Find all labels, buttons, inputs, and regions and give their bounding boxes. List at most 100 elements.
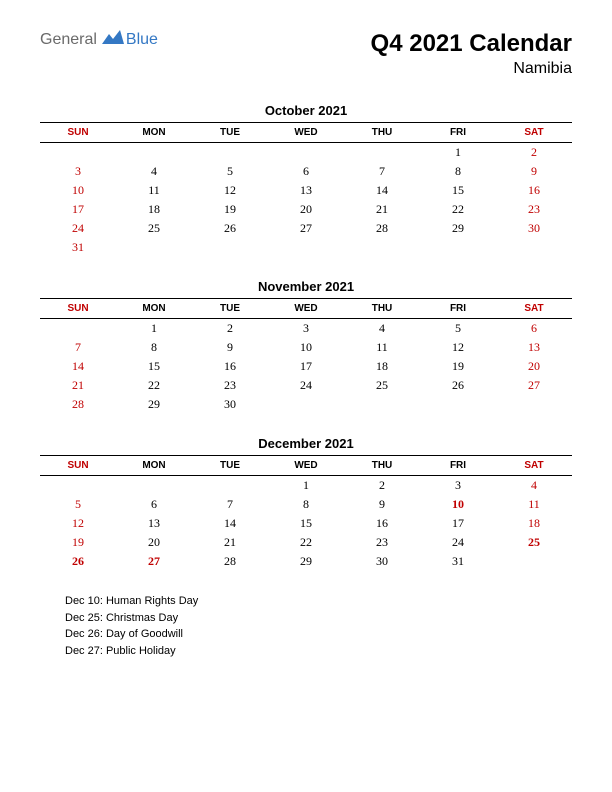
calendar-row: 21222324252627: [40, 376, 572, 395]
calendar-cell: 24: [420, 533, 496, 552]
calendar-table: SUNMONTUEWEDTHUFRISAT1234567891011121314…: [40, 298, 572, 414]
calendar-table: SUNMONTUEWEDTHUFRISAT1234567891011121314…: [40, 455, 572, 571]
calendar-cell: 25: [116, 219, 192, 238]
calendar-cell: 28: [344, 219, 420, 238]
calendar-cell: 18: [496, 514, 572, 533]
calendar-row: 123456: [40, 319, 572, 339]
calendar-cell: 25: [344, 376, 420, 395]
calendar-cell: 5: [192, 162, 268, 181]
calendar-cell: 11: [344, 338, 420, 357]
day-header: WED: [268, 456, 344, 476]
calendar-cell: 12: [192, 181, 268, 200]
calendar-cell: 4: [344, 319, 420, 339]
calendar-cell: 27: [496, 376, 572, 395]
calendar-cell: 15: [116, 357, 192, 376]
calendar-row: 14151617181920: [40, 357, 572, 376]
calendar-cell: 19: [420, 357, 496, 376]
calendar-cell: 2: [344, 476, 420, 496]
calendar-cell: 8: [420, 162, 496, 181]
calendar-cell: 27: [116, 552, 192, 571]
calendar-cell: 22: [116, 376, 192, 395]
calendar-cell: 2: [496, 143, 572, 163]
calendar-cell: 16: [496, 181, 572, 200]
day-header: THU: [344, 299, 420, 319]
calendar-cell: 31: [40, 238, 116, 257]
month-title: November 2021: [40, 279, 572, 294]
calendar-cell: 11: [116, 181, 192, 200]
calendar-row: 282930: [40, 395, 572, 414]
calendar-cell: [420, 238, 496, 257]
calendar-cell: 9: [192, 338, 268, 357]
calendar-cell: 1: [116, 319, 192, 339]
calendar-row: 17181920212223: [40, 200, 572, 219]
calendar-cell: 5: [420, 319, 496, 339]
day-header: FRI: [420, 299, 496, 319]
calendar-cell: [268, 143, 344, 163]
months-container: October 2021SUNMONTUEWEDTHUFRISAT1234567…: [40, 103, 572, 571]
calendar-cell: 13: [116, 514, 192, 533]
calendar-row: 567891011: [40, 495, 572, 514]
calendar-cell: 24: [40, 219, 116, 238]
calendar-cell: [116, 238, 192, 257]
header: General Blue Q4 2021 Calendar Namibia: [40, 30, 572, 78]
holiday-item: Dec 27: Public Holiday: [65, 643, 572, 660]
calendar-cell: 6: [116, 495, 192, 514]
calendar-row: 78910111213: [40, 338, 572, 357]
logo: General Blue: [40, 30, 158, 49]
logo-text-blue: Blue: [126, 31, 158, 49]
calendar-cell: 18: [116, 200, 192, 219]
calendar-cell: 20: [116, 533, 192, 552]
day-header: FRI: [420, 456, 496, 476]
calendar-cell: 12: [40, 514, 116, 533]
day-header: TUE: [192, 299, 268, 319]
calendar-cell: [344, 238, 420, 257]
calendar-cell: 17: [40, 200, 116, 219]
calendar-cell: 17: [268, 357, 344, 376]
holiday-item: Dec 26: Day of Goodwill: [65, 626, 572, 643]
calendar-cell: 10: [268, 338, 344, 357]
day-header: THU: [344, 456, 420, 476]
calendar-cell: [268, 238, 344, 257]
month-block: November 2021SUNMONTUEWEDTHUFRISAT123456…: [40, 279, 572, 414]
calendar-cell: [496, 238, 572, 257]
calendar-cell: [116, 476, 192, 496]
calendar-cell: 20: [268, 200, 344, 219]
calendar-cell: 3: [40, 162, 116, 181]
calendar-cell: [192, 238, 268, 257]
calendar-cell: 23: [192, 376, 268, 395]
calendar-cell: 13: [268, 181, 344, 200]
calendar-cell: [116, 143, 192, 163]
calendar-cell: 6: [496, 319, 572, 339]
calendar-cell: 10: [420, 495, 496, 514]
calendar-cell: 21: [344, 200, 420, 219]
calendar-cell: 14: [40, 357, 116, 376]
calendar-row: 3456789: [40, 162, 572, 181]
calendar-cell: 25: [496, 533, 572, 552]
logo-text-general: General: [40, 31, 97, 49]
calendar-cell: 30: [344, 552, 420, 571]
day-header: MON: [116, 123, 192, 143]
calendar-cell: 11: [496, 495, 572, 514]
calendar-cell: 14: [192, 514, 268, 533]
day-header: THU: [344, 123, 420, 143]
calendar-cell: [40, 143, 116, 163]
calendar-cell: 26: [40, 552, 116, 571]
calendar-cell: 2: [192, 319, 268, 339]
calendar-cell: 16: [344, 514, 420, 533]
calendar-cell: 15: [420, 181, 496, 200]
day-header: SUN: [40, 456, 116, 476]
calendar-cell: [192, 476, 268, 496]
day-header: SAT: [496, 123, 572, 143]
day-header: WED: [268, 299, 344, 319]
calendar-cell: 23: [496, 200, 572, 219]
calendar-cell: 8: [268, 495, 344, 514]
calendar-cell: 18: [344, 357, 420, 376]
calendar-cell: 27: [268, 219, 344, 238]
calendar-cell: 29: [268, 552, 344, 571]
calendar-cell: 28: [192, 552, 268, 571]
holiday-item: Dec 25: Christmas Day: [65, 610, 572, 627]
calendar-row: 12: [40, 143, 572, 163]
month-block: December 2021SUNMONTUEWEDTHUFRISAT123456…: [40, 436, 572, 571]
calendar-cell: 21: [192, 533, 268, 552]
calendar-cell: 9: [496, 162, 572, 181]
